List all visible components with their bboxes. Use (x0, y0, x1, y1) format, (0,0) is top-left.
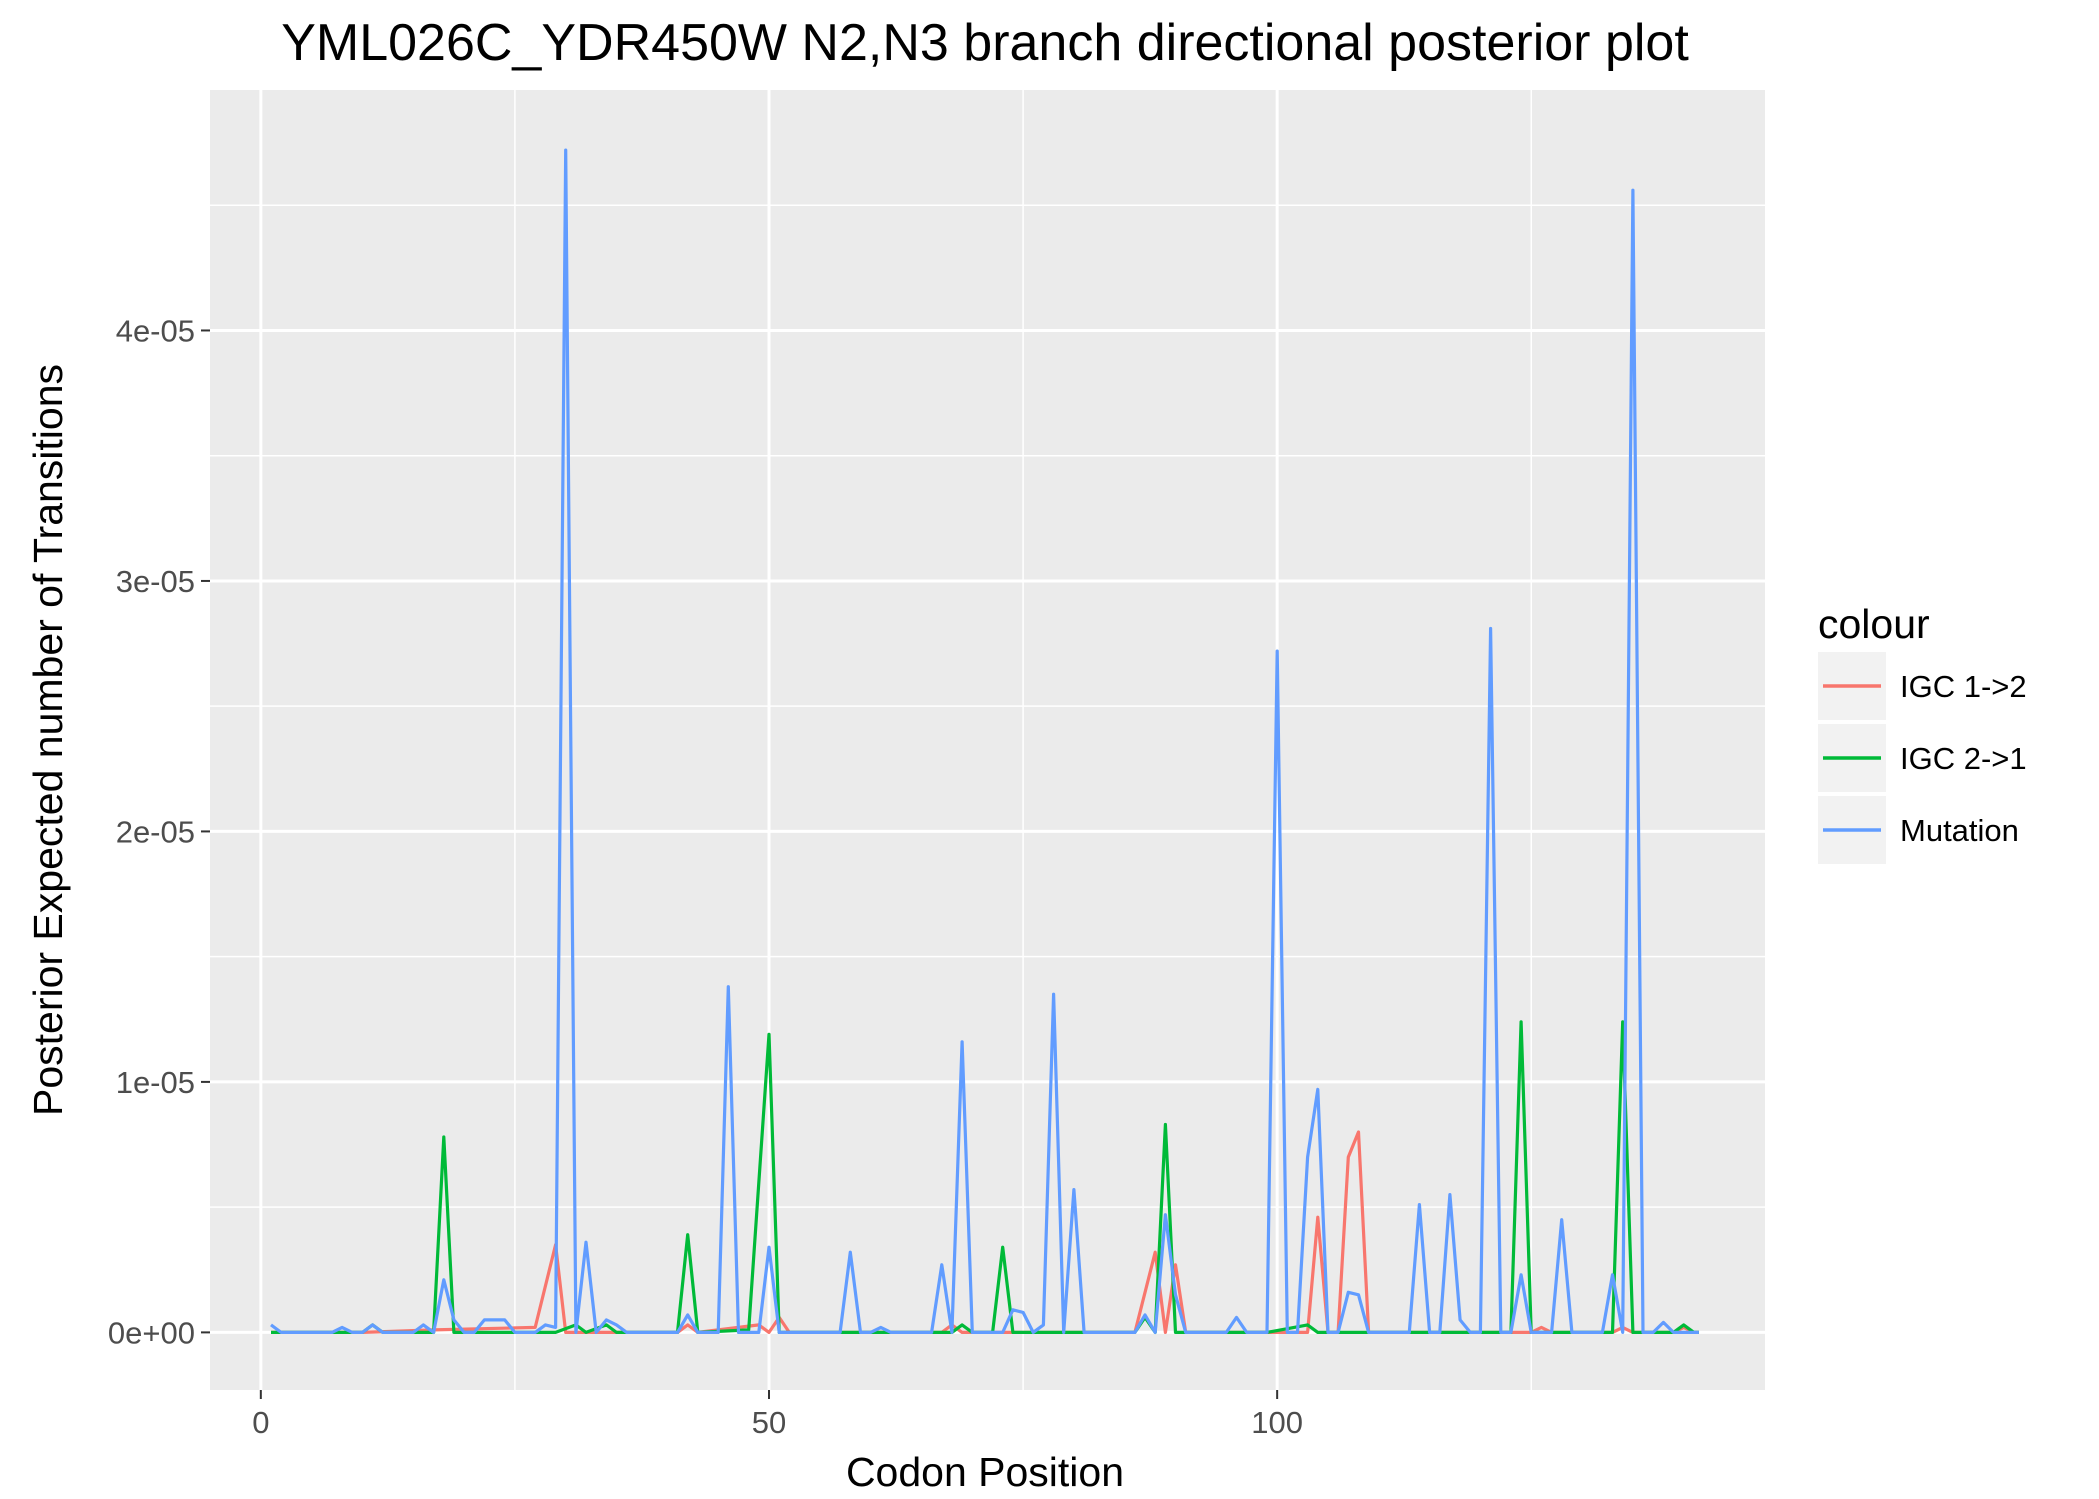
series-line-mutation (270, 148, 1699, 1334)
legend-label: Mutation (1900, 813, 2019, 848)
x-axis: 0 50 100 (252, 1390, 1303, 1440)
y-axis: 0e+00 1e-05 2e-05 3e-05 4e-05 (108, 313, 210, 1350)
y-tick-label: 0e+00 (108, 1315, 195, 1350)
x-tick-label: 0 (252, 1405, 269, 1440)
x-tick-label: 100 (1251, 1405, 1303, 1440)
plot-panel (210, 90, 1765, 1390)
legend-label: IGC 2->1 (1900, 741, 2027, 776)
chart-title: YML026C_YDR450W N2,N3 branch directional… (281, 14, 1689, 72)
y-tick-label: 3e-05 (116, 564, 195, 599)
legend-title: colour (1818, 601, 1930, 647)
legend: colour IGC 1->2 IGC 2->1 Mutation (1818, 601, 2027, 864)
y-tick-label: 2e-05 (116, 814, 195, 849)
legend-label: IGC 1->2 (1900, 669, 2027, 704)
y-tick-label: 1e-05 (116, 1065, 195, 1100)
y-tick-label: 4e-05 (116, 313, 195, 348)
x-axis-title: Codon Position (846, 1449, 1124, 1495)
x-tick-label: 50 (752, 1405, 786, 1440)
y-axis-title: Posterior Expected number of Transitions (25, 364, 71, 1116)
series-lines (270, 148, 1699, 1334)
